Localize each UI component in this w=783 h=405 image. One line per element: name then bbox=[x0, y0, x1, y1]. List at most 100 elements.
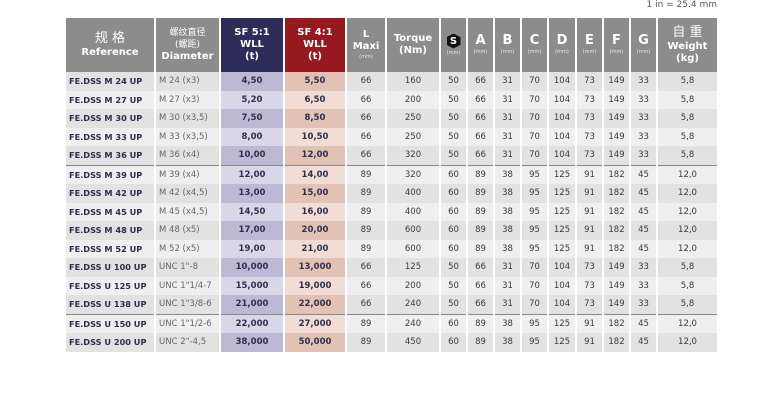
cell-weight: 12,0 bbox=[656, 239, 717, 258]
cell-a: 89 bbox=[466, 184, 494, 203]
cell-l-maxi: 89 bbox=[345, 165, 386, 184]
cell-torque: 600 bbox=[385, 221, 440, 240]
cell-sf5-wll: 22,000 bbox=[219, 314, 284, 333]
cell-s: 50 bbox=[439, 72, 467, 91]
cell-torque: 240 bbox=[385, 295, 440, 315]
cell-sf5-wll: 13,00 bbox=[219, 184, 284, 203]
cell-diameter: UNC 2"-4,5 bbox=[154, 333, 220, 352]
cell-l-maxi: 89 bbox=[345, 221, 386, 240]
cell-f: 149 bbox=[602, 146, 630, 166]
table-row: FE.DSS M 45 UP M 45 (x4,5) 14,50 16,00 89 400… bbox=[66, 202, 717, 221]
cell-diameter: UNC 1"-8 bbox=[154, 258, 220, 277]
header-row: 规 格 Reference 螺纹直径 (螺距) Diameter SF 5:1 WLL(… bbox=[66, 18, 717, 72]
cell-c: 70 bbox=[520, 90, 548, 109]
cell-f: 182 bbox=[602, 239, 630, 258]
cell-d: 125 bbox=[547, 184, 576, 203]
cell-torque: 160 bbox=[385, 72, 440, 91]
cell-weight: 12,0 bbox=[656, 333, 717, 352]
header-e: E (mm) bbox=[575, 18, 603, 72]
cell-c: 70 bbox=[520, 109, 548, 128]
cell-weight: 5,8 bbox=[656, 146, 717, 166]
cell-f: 182 bbox=[602, 184, 630, 203]
hex-nut-icon: S bbox=[446, 33, 461, 49]
cell-b: 38 bbox=[493, 202, 521, 221]
table-row: FE.DSS U 125 UP UNC 1"1/4-7 15,000 19,000 66… bbox=[66, 276, 717, 295]
header-torque: Torque (Nm) bbox=[385, 18, 440, 72]
cell-l-maxi: 89 bbox=[345, 239, 386, 258]
cell-s: 60 bbox=[439, 202, 467, 221]
cell-c: 70 bbox=[520, 72, 548, 91]
cell-diameter: M 27 (x3) bbox=[154, 90, 220, 109]
cell-e: 73 bbox=[575, 258, 603, 277]
cell-s: 60 bbox=[439, 221, 467, 240]
cell-sf4-wll: 27,000 bbox=[283, 314, 346, 333]
cell-sf4-wll: 21,00 bbox=[283, 239, 346, 258]
cell-b: 38 bbox=[493, 314, 521, 333]
cell-b: 31 bbox=[493, 276, 521, 295]
cell-sf5-wll: 17,00 bbox=[219, 221, 284, 240]
cell-c: 70 bbox=[520, 127, 548, 146]
cell-e: 73 bbox=[575, 276, 603, 295]
cell-weight: 12,0 bbox=[656, 165, 717, 184]
table-row: FE.DSS M 52 UP M 52 (x5) 19,00 21,00 89 600 60… bbox=[66, 239, 717, 258]
cell-torque: 200 bbox=[385, 276, 440, 295]
cell-weight: 5,8 bbox=[656, 276, 717, 295]
cell-b: 31 bbox=[493, 109, 521, 128]
cell-reference: FE.DSS U 150 UP bbox=[66, 314, 155, 333]
cell-c: 95 bbox=[520, 314, 548, 333]
cell-f: 182 bbox=[602, 333, 630, 352]
cell-reference: FE.DSS M 33 UP bbox=[66, 127, 155, 146]
table-row: FE.DSS M 30 UP M 30 (x3,5) 7,50 8,50 66 250 50… bbox=[66, 109, 717, 128]
product-spec-table: 规 格 Reference 螺纹直径 (螺距) Diameter SF 5:1 WLL(… bbox=[66, 18, 717, 352]
cell-b: 31 bbox=[493, 295, 521, 315]
cell-diameter: UNC 1"1/4-7 bbox=[154, 276, 220, 295]
cell-l-maxi: 66 bbox=[345, 295, 386, 315]
table-row: FE.DSS M 27 UP M 27 (x3) 5,20 6,50 66 200 50 66… bbox=[66, 90, 717, 109]
cell-reference: FE.DSS U 138 UP bbox=[66, 295, 155, 315]
cell-b: 31 bbox=[493, 72, 521, 91]
cell-g: 33 bbox=[629, 258, 657, 277]
cell-reference: FE.DSS M 30 UP bbox=[66, 109, 155, 128]
cell-weight: 5,8 bbox=[656, 258, 717, 277]
header-s: S (mm) bbox=[439, 18, 467, 72]
header-diameter: 螺纹直径 (螺距) Diameter bbox=[154, 18, 220, 72]
cell-a: 89 bbox=[466, 165, 494, 184]
cell-sf5-wll: 14,50 bbox=[219, 202, 284, 221]
cell-c: 95 bbox=[520, 165, 548, 184]
cell-diameter: M 42 (x4,5) bbox=[154, 184, 220, 203]
cell-l-maxi: 89 bbox=[345, 314, 386, 333]
cell-g: 33 bbox=[629, 276, 657, 295]
cell-weight: 12,0 bbox=[656, 221, 717, 240]
cell-s: 50 bbox=[439, 146, 467, 166]
cell-reference: FE.DSS U 200 UP bbox=[66, 333, 155, 352]
table-row: FE.DSS M 48 UP M 48 (x5) 17,00 20,00 89 600 60… bbox=[66, 221, 717, 240]
cell-l-maxi: 66 bbox=[345, 258, 386, 277]
cell-sf5-wll: 10,000 bbox=[219, 258, 284, 277]
cell-l-maxi: 66 bbox=[345, 109, 386, 128]
cell-l-maxi: 66 bbox=[345, 127, 386, 146]
cell-a: 89 bbox=[466, 221, 494, 240]
cell-e: 73 bbox=[575, 295, 603, 315]
cell-a: 66 bbox=[466, 258, 494, 277]
cell-d: 104 bbox=[547, 72, 576, 91]
table-row: FE.DSS U 100 UP UNC 1"-8 10,000 13,000 66 125… bbox=[66, 258, 717, 277]
cell-a: 89 bbox=[466, 333, 494, 352]
cell-d: 125 bbox=[547, 202, 576, 221]
cell-e: 73 bbox=[575, 90, 603, 109]
cell-d: 125 bbox=[547, 221, 576, 240]
cell-g: 33 bbox=[629, 90, 657, 109]
cell-sf4-wll: 15,00 bbox=[283, 184, 346, 203]
cell-sf4-wll: 22,000 bbox=[283, 295, 346, 315]
cell-torque: 450 bbox=[385, 333, 440, 352]
cell-c: 95 bbox=[520, 202, 548, 221]
cell-d: 125 bbox=[547, 165, 576, 184]
cell-f: 182 bbox=[602, 221, 630, 240]
cell-l-maxi: 66 bbox=[345, 276, 386, 295]
cell-s: 60 bbox=[439, 165, 467, 184]
cell-f: 182 bbox=[602, 314, 630, 333]
cell-g: 45 bbox=[629, 314, 657, 333]
cell-e: 73 bbox=[575, 109, 603, 128]
header-sf4-wll: SF 4:1 WLL (t) bbox=[283, 18, 346, 72]
header-b: B (mm) bbox=[493, 18, 521, 72]
cell-b: 31 bbox=[493, 146, 521, 166]
